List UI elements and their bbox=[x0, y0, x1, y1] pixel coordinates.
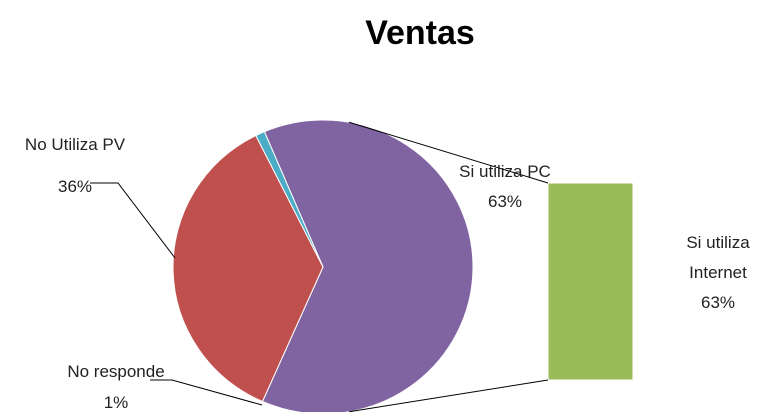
connector-line bbox=[348, 121, 549, 184]
pie-slice bbox=[261, 119, 474, 412]
leader-line bbox=[90, 182, 176, 259]
leader-line bbox=[150, 379, 263, 406]
pie-slice bbox=[255, 131, 324, 268]
breakdown-bar bbox=[547, 182, 634, 381]
slice-label: Si utiliza PC bbox=[459, 162, 551, 181]
slice-label: No responde bbox=[67, 362, 165, 381]
chart-title: Ventas bbox=[365, 14, 475, 52]
connector-line bbox=[348, 379, 549, 412]
bar-label: Si utiliza Internet bbox=[686, 233, 750, 282]
slice-value-label: 36% bbox=[57, 177, 93, 196]
slice-value-label: 63% bbox=[487, 192, 523, 211]
pie-slice bbox=[172, 134, 324, 403]
slice-value-label: 1% bbox=[103, 393, 129, 412]
bar-value-label: 63% bbox=[700, 293, 736, 312]
slice-label: No Utiliza PV bbox=[24, 135, 126, 154]
